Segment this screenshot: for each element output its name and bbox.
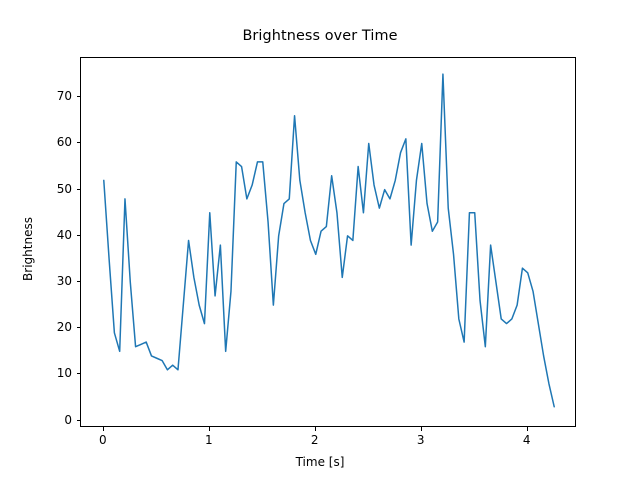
y-tick-label: 10 (56, 366, 72, 381)
x-tick-mark (526, 427, 528, 431)
y-tick-label: 20 (56, 320, 72, 335)
x-tick-mark (420, 427, 422, 431)
y-tick-label: 50 (56, 181, 72, 196)
y-tick-mark (76, 142, 80, 144)
y-tick-mark (76, 419, 80, 421)
plot-area (80, 57, 576, 427)
x-axis-label: Time [s] (295, 455, 345, 469)
x-tick-label: 0 (98, 433, 107, 447)
line-series-brightness (103, 73, 555, 408)
y-tick-label: 30 (56, 274, 72, 289)
y-tick-mark (76, 96, 80, 98)
y-tick-label: 70 (56, 89, 72, 104)
y-tick-mark (76, 281, 80, 283)
x-tick-mark (102, 427, 104, 431)
y-axis-label: Brightness (21, 217, 35, 281)
y-tick-label: 40 (56, 227, 72, 242)
x-tick-label: 4 (522, 433, 531, 447)
x-tick-mark (314, 427, 316, 431)
x-tick-label: 1 (204, 433, 213, 447)
y-tick-label: 60 (56, 135, 72, 150)
x-tick-label: 3 (416, 433, 425, 447)
y-tick-label: 0 (64, 412, 72, 427)
y-tick-mark (76, 327, 80, 329)
y-tick-mark (76, 188, 80, 190)
x-tick-label: 2 (310, 433, 319, 447)
chart-title: Brightness over Time (242, 28, 398, 44)
x-tick-mark (208, 427, 210, 431)
y-tick-mark (76, 234, 80, 236)
y-tick-mark (76, 373, 80, 375)
